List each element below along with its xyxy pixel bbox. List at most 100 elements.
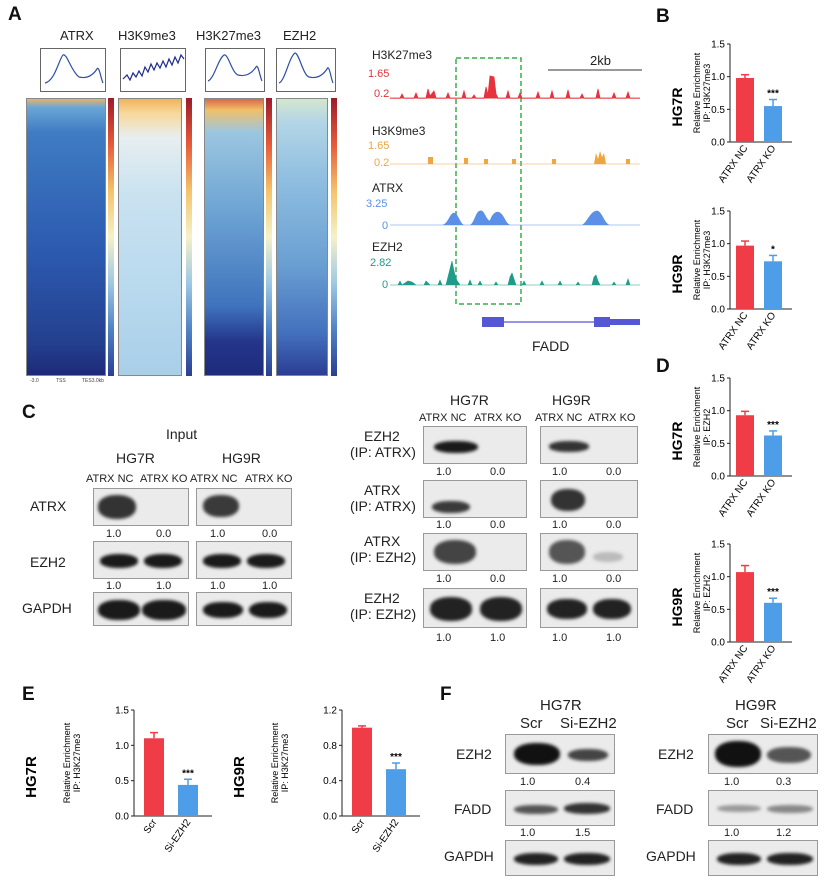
profile-h3k27me3 (205, 48, 265, 92)
heatmap-h3k9me3 (118, 98, 182, 376)
ip-hg9r-label: HG9R (552, 392, 591, 408)
chart-b-hg9r-bar-0 (736, 245, 754, 309)
heatmap-title-ezh2: EZH2 (283, 28, 317, 43)
chart-b-hg9r-ytick-label-2: 1.0 (711, 239, 725, 250)
quant-ip2-1: 1.0 (436, 519, 452, 531)
heatmap-atrx (26, 98, 106, 376)
track-min-ezh2: 0 (382, 279, 389, 291)
quant-ip1-3: 1.0 (552, 466, 568, 478)
quant-ip1-2: 0.0 (490, 466, 506, 478)
axis-label-tss: TSS (56, 378, 66, 384)
chart-e-hg9r-xtick-label-0: Scr (350, 817, 368, 836)
quant-f-fadd-4: 1.2 (776, 827, 792, 839)
ip-cond-4: ATRX KO (588, 412, 636, 424)
f-cond-1: Scr (520, 715, 543, 732)
chart-d-hg9r-ytick-label-0: 0.0 (711, 638, 725, 649)
colorbar-h3k27me3 (266, 98, 272, 376)
axis-label-tes: TES3.0kb (82, 378, 104, 384)
profile-atrx (40, 48, 106, 92)
axis-label-start: -3.0 (30, 378, 39, 384)
chart-b-hg7r-ytick-label-0: 0.0 (711, 138, 725, 149)
blot-input-hg9r-gapdh (196, 592, 292, 626)
scale-label: 2kb (590, 53, 611, 68)
chart-e-hg9r-ytick-label-0: 0.0 (323, 812, 337, 823)
blot-f-hg9r-ezh2 (708, 734, 818, 774)
panel-letter-d: D (656, 356, 670, 377)
chart-e-hg9r-ylabel-1: Relative Enrichment (270, 722, 280, 803)
chart-d-hg7r-ytick-label-3: 1.5 (711, 374, 725, 385)
chart-d-hg9r-significance: *** (767, 587, 779, 598)
chart-e-hg9r-ytick-label-2: 0.8 (323, 741, 337, 752)
ip-row-3-label2: (IP: EZH2) (350, 549, 417, 565)
ip-cond-3: ATRX NC (535, 412, 583, 424)
quant-ip3-2: 0.0 (490, 573, 506, 585)
chart-d-hg9r-ytick-label-3: 1.5 (711, 540, 725, 551)
chart-e-hg7r-ytick-label-3: 1.5 (115, 706, 129, 717)
chart-e-hg7r-xtick-label-0: Scr (142, 817, 160, 836)
quant-input-ezh2-1: 1.0 (106, 580, 122, 592)
chart-b-hg9r-ytick-label-0: 0.0 (711, 305, 725, 316)
f-row-label-ezh2-2: EZH2 (658, 746, 694, 762)
quant-f-ezh2-4: 0.3 (776, 776, 792, 788)
chart-e-hg7r-row-label: HG7R (23, 756, 40, 798)
chart-d-hg9r-ylabel-2: IP: EZH2 (702, 575, 712, 612)
blot-ip-hg7r-ezh2-ipezh2 (423, 588, 527, 628)
quant-f-fadd-3: 1.0 (724, 827, 740, 839)
quant-ip1-1: 1.0 (436, 466, 452, 478)
track-max-h3k9me3: 1.65 (368, 140, 390, 152)
heatmap-ezh2 (276, 98, 328, 376)
ip-row-1-label1: EZH2 (364, 428, 400, 444)
f-row-label-gapdh-1: GAPDH (444, 848, 494, 864)
f-row-label-ezh2-1: EZH2 (456, 746, 492, 762)
f-hg7r-label: HG7R (540, 697, 582, 714)
chart-b-hg7r-row-label: HG7R (672, 88, 685, 127)
chart-e-hg9r-significance: *** (390, 752, 402, 763)
input-title: Input (166, 426, 198, 442)
quant-f-fadd-2: 1.5 (575, 827, 591, 839)
ip-row-1-label2: (IP: ATRX) (350, 444, 416, 460)
blot-input-hg7r-atrx (93, 488, 189, 526)
quant-f-fadd-1: 1.0 (520, 827, 536, 839)
colorbar-atrx (108, 98, 114, 376)
quant-input-atrx-2: 0.0 (156, 528, 172, 540)
chart-b-hg7r-ylabel-1: Relative Enrichment (692, 52, 702, 133)
chart-e-hg9r-xtick-label-1: Si-EZH2 (371, 817, 402, 855)
quant-ip4-1: 1.0 (436, 632, 452, 644)
chart-d-hg9r-row-label: HG9R (672, 588, 685, 627)
track-max-h3k27me3: 1.65 (368, 68, 390, 80)
f-hg9r-label: HG9R (735, 697, 777, 714)
chart-d-hg7r-bar-1 (764, 435, 782, 476)
input-cond-1: ATRX NC (86, 473, 134, 485)
input-cond-2: ATRX KO (140, 473, 188, 485)
blot-ip-hg9r-atrx-ipatrx (540, 480, 638, 518)
blot-ip-hg9r-ezh2-ipezh2 (540, 588, 638, 628)
chart-e-hg7r-significance: *** (182, 768, 194, 779)
blot-f-hg7r-fadd (505, 790, 615, 826)
quant-input-atrx-4: 0.0 (262, 528, 278, 540)
quant-ip4-3: 1.0 (552, 632, 568, 644)
chart-d-hg9r-ylabel-1: Relative Enrichment (692, 552, 702, 633)
blot-input-hg9r-ezh2 (196, 541, 292, 579)
chart-d-hg7r-ytick-label-2: 1.0 (711, 406, 725, 417)
quant-ip1-4: 0.0 (606, 466, 622, 478)
chart-d-hg9r-bar-1 (764, 602, 782, 642)
quant-ip3-3: 1.0 (552, 573, 568, 585)
chart-e-hg7r-ylabel-1: Relative Enrichment (62, 722, 72, 803)
blot-ip-hg7r-atrx-ipezh2 (423, 533, 527, 571)
chart-b-hg9r-significance: * (771, 244, 775, 255)
chart-e-hg9r-ylabel-2: IP: H3K27me3 (280, 734, 290, 793)
chart-e-hg9r-ytick-label-1: 0.4 (323, 776, 337, 787)
blot-input-hg9r-atrx (196, 488, 292, 526)
chart-d-hg9r: HG9R Relative Enrichment IP: EZH2 0.0 0.5 1.0… (672, 540, 792, 685)
chart-d-hg7r-ytick-label-0: 0.0 (711, 472, 725, 483)
quant-input-atrx-1: 1.0 (106, 528, 122, 540)
heatmap-title-atrx: ATRX (60, 28, 94, 43)
ip-row-3-label1: ATRX (364, 533, 401, 549)
quant-input-ezh2-2: 1.0 (156, 580, 172, 592)
chart-e-hg7r-bar-0 (144, 738, 164, 816)
profile-h3k9me3 (120, 48, 186, 92)
ip-cond-2: ATRX KO (474, 412, 522, 424)
chart-e-hg9r-row-label: HG9R (231, 756, 248, 798)
quant-ip2-4: 0.0 (606, 519, 622, 531)
colorbar-h3k9me3 (186, 98, 192, 376)
